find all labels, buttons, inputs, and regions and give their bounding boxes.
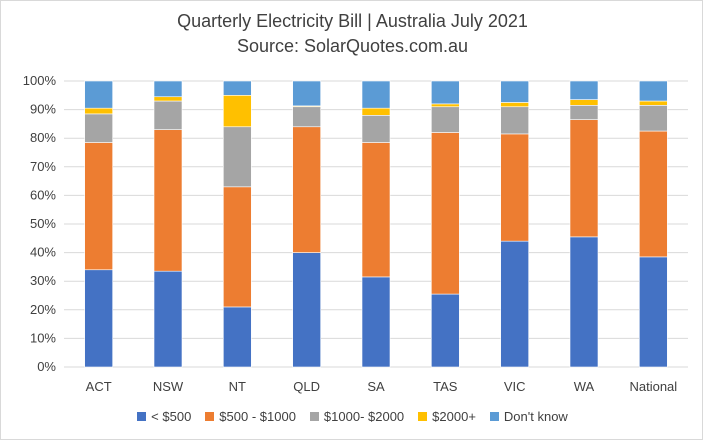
legend-swatch: [205, 412, 215, 421]
y-tick-label: 40%: [30, 245, 56, 260]
bar-segment: [500, 80, 529, 103]
bar-segment: [569, 80, 599, 100]
legend-item: < $500: [137, 409, 191, 424]
bar-segment: [569, 119, 599, 238]
bar-segment: [223, 186, 252, 308]
legend-label: $1000- $2000: [323, 409, 405, 424]
bar-segment: [431, 80, 460, 105]
x-tick-label: VIC: [504, 379, 526, 394]
y-tick-label: 80%: [30, 130, 56, 145]
bar-segment: [500, 106, 529, 135]
chart-subtitle: Source: SolarQuotes.com.au: [236, 36, 469, 56]
bar-segment: [84, 80, 113, 109]
y-tick-label: 30%: [30, 273, 56, 288]
legend-item: $1000- $2000: [309, 409, 405, 424]
bar-segment: [153, 270, 183, 368]
bar-segment: [223, 80, 252, 96]
y-tick-label: 100%: [23, 73, 57, 88]
legend-swatch: [309, 412, 319, 421]
bar-segment: [84, 113, 113, 143]
bar-segment: [639, 256, 668, 368]
y-tick-label: 60%: [30, 187, 56, 202]
bar-segment: [153, 100, 183, 130]
bar-segment: [569, 105, 599, 120]
bar-segment: [292, 126, 321, 253]
chart-title: Quarterly Electricity Bill | Australia J…: [177, 11, 528, 31]
bar-segment: [361, 80, 391, 109]
bar-segment: [361, 115, 391, 143]
legend-item: Don't know: [489, 409, 568, 424]
chart-legend: < $500 $500 - $1000 $1000- $2000 $2000+ Don'…: [1, 409, 703, 424]
legend-label: $2000+: [432, 409, 476, 424]
bar-segment: [639, 80, 668, 102]
x-tick-label: QLD: [293, 379, 320, 394]
y-tick-label: 90%: [30, 102, 56, 117]
bar-segment: [292, 106, 321, 128]
x-tick-label: National: [629, 379, 677, 394]
bar-segment: [569, 99, 599, 106]
x-tick-label: NSW: [153, 379, 184, 394]
x-tick-label: NT: [229, 379, 246, 394]
legend-swatch: [489, 412, 499, 421]
bar-segment: [639, 100, 668, 106]
legend-swatch: [418, 412, 428, 421]
y-tick-label: 50%: [30, 216, 56, 231]
legend-item: $500 - $1000: [205, 409, 296, 424]
bar-segment: [153, 129, 183, 272]
bar-segment: [431, 106, 460, 133]
y-tick-label: 70%: [30, 159, 56, 174]
bar-segment: [292, 252, 321, 368]
bar-segment: [500, 240, 529, 368]
y-tick-label: 10%: [30, 330, 56, 345]
legend-label: $500 - $1000: [219, 409, 296, 424]
bar-segment: [153, 96, 183, 102]
bar-segment: [431, 293, 460, 368]
bar-segment: [84, 107, 113, 115]
bar-segment: [361, 142, 391, 278]
bar-segment: [84, 269, 113, 368]
x-tick-label: ACT: [86, 379, 112, 394]
bar-segment: [569, 236, 599, 368]
bar-segment: [292, 80, 321, 107]
legend-label: < $500: [151, 409, 192, 424]
bar-segment: [431, 103, 460, 108]
y-tick-label: 0%: [37, 359, 56, 374]
bar-segment: [223, 306, 252, 368]
bar-segment: [223, 95, 252, 128]
y-tick-label: 20%: [30, 302, 56, 317]
x-tick-label: TAS: [433, 379, 458, 394]
bar-segment: [153, 80, 183, 98]
x-tick-label: WA: [574, 379, 595, 394]
bar-segment: [639, 130, 668, 258]
bar-segment: [223, 126, 252, 188]
bar-segment: [361, 107, 391, 116]
bar-segment: [361, 276, 391, 368]
bar-segment: [639, 105, 668, 132]
bar-segment: [431, 132, 460, 295]
bar-segment: [84, 142, 113, 271]
legend-item: $2000+: [418, 409, 476, 424]
bar-segment: [500, 133, 529, 242]
legend-label: Don't know: [503, 409, 568, 424]
x-tick-label: SA: [367, 379, 385, 394]
legend-swatch: [137, 412, 147, 421]
bar-segment: [500, 102, 529, 108]
